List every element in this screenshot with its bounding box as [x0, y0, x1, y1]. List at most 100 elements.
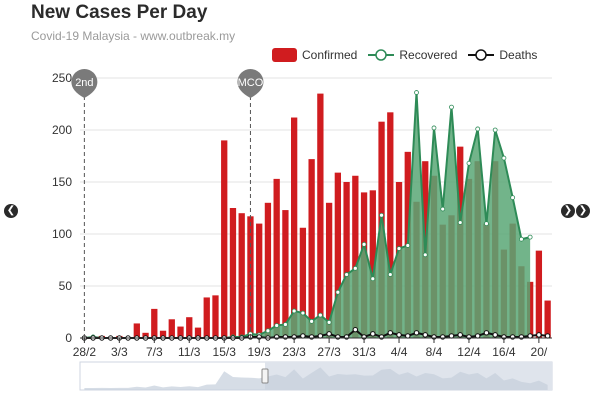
point-deaths	[317, 333, 324, 339]
area-recovered	[84, 92, 531, 338]
annotation-label: 2nd	[75, 77, 93, 89]
point-recovered	[449, 104, 454, 110]
point-recovered	[405, 243, 411, 248]
point-deaths	[370, 331, 376, 337]
x-tick-label: 4/4	[391, 345, 408, 359]
point-recovered	[265, 328, 271, 334]
point-recovered	[317, 312, 323, 318]
deaths-swatch	[468, 49, 495, 61]
bar-confirmed	[334, 172, 341, 338]
legend-item-confirmed[interactable]: Confirmed	[272, 48, 357, 62]
navigator-handle	[261, 368, 269, 384]
point-recovered	[396, 246, 402, 251]
bar-confirmed	[299, 227, 307, 338]
legend-item-recovered[interactable]: Recovered	[368, 48, 457, 62]
bar-confirmed	[317, 93, 324, 338]
point-recovered	[300, 310, 306, 316]
bar-confirmed	[151, 308, 158, 338]
point-recovered	[431, 125, 437, 131]
point-recovered	[387, 272, 393, 277]
bar-confirmed	[325, 202, 333, 338]
bar-confirmed	[238, 213, 245, 338]
point-recovered	[309, 318, 315, 324]
point-recovered	[352, 265, 358, 271]
point-deaths	[413, 330, 420, 336]
chart-title: New Cases Per Day	[31, 2, 208, 23]
x-tick-label: 7/3	[146, 345, 163, 359]
x-tick-label: 28/2	[73, 345, 97, 359]
bar-confirmed	[177, 326, 184, 338]
legend-item-deaths[interactable]: Deaths	[468, 48, 537, 62]
point-deaths	[475, 333, 481, 339]
y-tick-label: 150	[52, 175, 72, 189]
point-deaths	[387, 330, 393, 336]
bar-confirmed	[369, 190, 376, 338]
point-deaths	[405, 333, 411, 339]
chart-legend: Confirmed Recovered Deaths	[272, 46, 548, 64]
recovered-swatch	[368, 49, 395, 61]
confirmed-swatch	[272, 48, 297, 62]
chevron-left-icon[interactable]: ❮	[4, 204, 18, 218]
bar-confirmed	[168, 319, 175, 338]
y-tick-label: 100	[52, 227, 72, 241]
bar-confirmed	[212, 295, 219, 338]
point-recovered	[370, 276, 376, 282]
point-recovered	[379, 212, 384, 218]
bar-confirmed	[291, 117, 298, 339]
x-tick-label: 16/4	[492, 345, 516, 359]
point-deaths	[396, 332, 402, 338]
chevron-right-icon-2[interactable]: ❯	[576, 204, 590, 218]
x-tick-label: 15/3	[213, 345, 237, 359]
point-recovered	[440, 206, 446, 212]
bar-confirmed	[247, 216, 254, 338]
bar-confirmed	[387, 112, 394, 338]
y-tick-label: 50	[59, 279, 73, 293]
bar-confirmed	[352, 175, 359, 338]
y-tick-label: 250	[52, 71, 72, 85]
bar-confirmed	[282, 210, 289, 338]
annotation-label: MCO	[238, 77, 264, 89]
bar-confirmed	[159, 330, 167, 338]
point-recovered	[492, 127, 498, 133]
x-tick-label: 11/3	[178, 345, 201, 359]
chevron-right-icon[interactable]: ❯	[561, 204, 575, 218]
point-deaths	[300, 333, 306, 339]
point-recovered	[422, 252, 428, 258]
point-deaths	[448, 333, 455, 339]
chart-subtitle: Covid-19 Malaysia - www.outbreak.my	[31, 29, 236, 43]
x-tick-label: 27/3	[317, 345, 341, 359]
point-deaths	[492, 332, 498, 338]
point-recovered	[283, 322, 288, 327]
annotation-marker	[237, 68, 264, 98]
bar-confirmed	[203, 297, 210, 338]
point-recovered	[519, 236, 524, 242]
annotation-marker	[71, 69, 98, 98]
point-recovered	[510, 195, 516, 201]
point-recovered	[414, 90, 419, 95]
bar-confirmed	[343, 182, 350, 338]
point-deaths	[483, 330, 490, 336]
bar-confirmed	[133, 323, 140, 338]
point-recovered	[475, 126, 481, 132]
y-tick-label: 200	[52, 123, 72, 137]
bar-confirmed	[221, 140, 228, 338]
x-tick-label: 8/4	[426, 345, 443, 359]
point-recovered	[326, 319, 332, 325]
point-deaths	[352, 326, 359, 333]
point-deaths	[527, 333, 533, 339]
bar-confirmed	[264, 202, 272, 338]
bar-confirmed	[186, 317, 193, 338]
point-recovered	[335, 289, 341, 295]
legend-label-deaths: Deaths	[499, 48, 538, 62]
bar-confirmed	[544, 300, 551, 338]
navigator-series	[84, 367, 548, 390]
bar-confirmed	[535, 250, 543, 338]
x-tick-label: 23/3	[282, 345, 306, 359]
point-recovered	[274, 323, 280, 328]
y-tick-label: 0	[65, 331, 72, 345]
point-recovered	[501, 155, 507, 161]
point-deaths	[326, 331, 332, 337]
legend-label-confirmed: Confirmed	[302, 48, 358, 62]
bar-confirmed	[273, 178, 280, 338]
point-recovered	[457, 220, 463, 225]
